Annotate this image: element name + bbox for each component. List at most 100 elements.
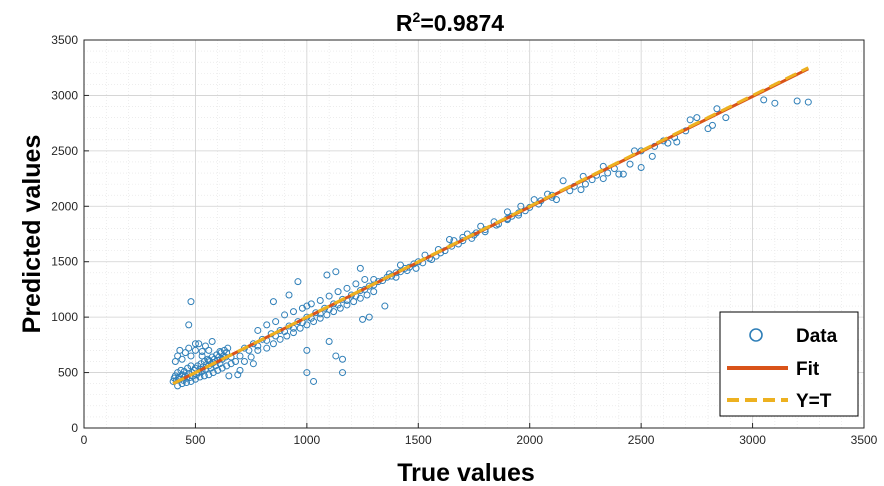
data-point: [396, 261, 404, 269]
data-point: [178, 355, 186, 363]
data-point: [216, 348, 224, 356]
data-point: [686, 116, 694, 124]
data-point: [316, 314, 324, 322]
data-point: [263, 344, 271, 352]
data-point: [285, 291, 293, 299]
x-tick-label: 3000: [739, 433, 766, 447]
data-point: [240, 357, 248, 365]
data-point: [339, 355, 347, 363]
data-point: [363, 291, 371, 299]
data-point: [343, 284, 351, 292]
data-point: [303, 369, 311, 377]
data-point: [325, 292, 333, 300]
y-tick-label: 1000: [51, 310, 78, 324]
data-point: [637, 163, 645, 171]
y-axis-ticks: 0 500 1000 1500 2000 2500 3000 3500: [51, 33, 89, 435]
data-point: [343, 301, 351, 309]
data-point: [201, 342, 209, 350]
data-point: [205, 346, 213, 354]
data-point: [352, 280, 360, 288]
data-point: [332, 268, 340, 276]
data-point: [289, 308, 297, 316]
data-point: [619, 170, 627, 178]
data-point: [310, 318, 318, 326]
data-point: [263, 321, 271, 329]
data-point: [334, 288, 342, 296]
data-point: [325, 338, 333, 346]
data-point: [771, 99, 779, 107]
data-point: [559, 177, 567, 185]
x-tick-label: 2500: [628, 433, 655, 447]
data-point: [713, 105, 721, 113]
data-point: [365, 313, 373, 321]
data-point: [412, 264, 420, 272]
x-tick-label: 500: [185, 433, 205, 447]
x-axis-ticks: 0 500 1000 1500 2000 2500 3000 3500: [81, 423, 878, 447]
data-point: [332, 352, 340, 360]
data-point: [339, 369, 347, 377]
data-point: [247, 353, 255, 361]
chart-title: R2=0.9874: [396, 9, 504, 36]
data-point: [195, 340, 203, 348]
data-point: [224, 344, 232, 352]
y-tick-label: 500: [58, 366, 78, 380]
data-point: [289, 329, 297, 337]
y-tick-label: 0: [71, 421, 78, 435]
data-point: [272, 318, 280, 326]
data-point: [254, 346, 262, 354]
data-point: [626, 160, 634, 168]
y-tick-label: 2000: [51, 199, 78, 213]
minor-grid: [84, 40, 864, 428]
data-point: [599, 175, 607, 183]
data-point: [316, 297, 324, 305]
data-point: [664, 139, 672, 147]
x-tick-label: 2000: [516, 433, 543, 447]
y-tick-label: 3500: [51, 33, 78, 47]
data-point: [185, 321, 193, 329]
data-point: [804, 98, 812, 106]
y-axis-label: Predicted values: [18, 135, 46, 334]
data-point: [303, 321, 311, 329]
legend-box: [719, 311, 859, 417]
data-point: [177, 366, 185, 374]
data-point: [236, 366, 244, 374]
data-point: [198, 348, 206, 356]
data-point: [722, 114, 730, 122]
data-point: [323, 311, 331, 319]
y-tick-label: 1500: [51, 255, 78, 269]
data-point: [296, 324, 304, 332]
data-point: [196, 373, 204, 381]
data-point: [336, 304, 344, 312]
data-point: [693, 114, 701, 122]
plot-frame: [83, 39, 865, 429]
data-point: [191, 346, 199, 354]
data-point: [187, 298, 195, 306]
data-point: [303, 302, 311, 310]
x-axis-label: True values: [397, 459, 535, 486]
data-point: [381, 302, 389, 310]
legend: Data Fit Y=T: [719, 311, 859, 417]
data-point: [361, 275, 369, 283]
y-tick-label: 2500: [51, 144, 78, 158]
data-point: [673, 138, 681, 146]
fit-lines: [172, 66, 809, 386]
data-point: [552, 196, 560, 204]
data-point: [350, 298, 358, 306]
data-point: [577, 186, 585, 194]
data-point: [704, 125, 712, 133]
data-point: [330, 308, 338, 316]
data-point: [281, 311, 289, 319]
data-point: [323, 271, 331, 279]
data-point: [294, 278, 302, 286]
data-point: [225, 372, 233, 380]
data-point: [185, 344, 193, 352]
x-tick-label: 0: [81, 433, 88, 447]
data-point: [303, 346, 311, 354]
y-tick-label: 3000: [51, 88, 78, 102]
data-point: [236, 352, 244, 360]
data-point: [356, 264, 364, 272]
data-point: [648, 152, 656, 160]
legend-data-label: Data: [796, 326, 838, 347]
data-point: [359, 315, 367, 323]
